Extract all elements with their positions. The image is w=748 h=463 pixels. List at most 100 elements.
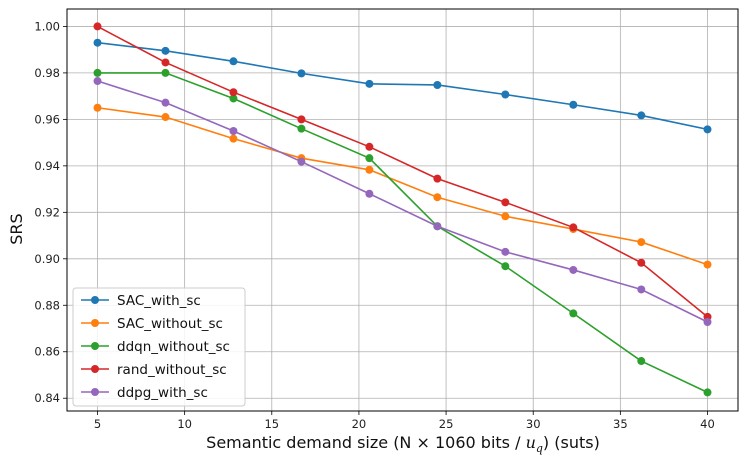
data-point-ddqn-without-sc [703, 388, 712, 397]
data-point-ddpg-with-sc [569, 265, 578, 274]
data-point-sac-with-sc [569, 100, 578, 109]
series-ddpg-with-sc [93, 77, 712, 327]
x-tick-label: 5 [94, 417, 101, 431]
data-point-ddpg-with-sc [501, 247, 510, 256]
legend-box [72, 287, 246, 407]
data-point-ddqn-without-sc [297, 124, 306, 133]
legend-item-sac-with-sc: SAC_with_sc [81, 293, 201, 309]
x-tick-label: 25 [439, 417, 454, 431]
y-axis: 0.84 0.86 0.88 0.90 0.92 0.94 0.96 0.98 1.00 [34, 19, 67, 405]
data-point-sac-with-sc [161, 46, 170, 55]
data-point-sac-with-sc [93, 38, 102, 47]
x-axis-label-main: Semantic demand size (N × 1060 bits / [206, 433, 525, 452]
y-tick-label: 0.88 [34, 298, 60, 312]
data-point-ddqn-without-sc [569, 309, 578, 318]
y-tick-label: 1.00 [34, 19, 60, 33]
y-tick-label: 0.84 [34, 391, 60, 405]
data-point-sac-without-sc [161, 113, 170, 122]
data-point-sac-without-sc [365, 165, 374, 174]
data-point-sac-without-sc [93, 103, 102, 112]
data-point-sac-with-sc [297, 69, 306, 78]
legend-label: SAC_without_sc [117, 316, 223, 332]
data-point-rand-without-sc [93, 22, 102, 31]
legend-item-rand-without-sc: rand_without_sc [81, 362, 227, 378]
x-axis-label: Semantic demand size (N × 1060 bits / uq… [206, 433, 600, 455]
legend-label: SAC_with_sc [117, 293, 201, 309]
data-point-sac-with-sc [433, 80, 442, 89]
data-point-ddqn-without-sc [501, 262, 510, 271]
data-point-rand-without-sc [637, 258, 646, 267]
y-axis-label: SRS [7, 213, 26, 244]
data-point-ddpg-with-sc [365, 189, 374, 198]
plot-frame [66, 8, 739, 412]
data-point-rand-without-sc [433, 174, 442, 183]
series-line-ddqn-without-sc [97, 72, 708, 394]
data-point-rand-without-sc [229, 88, 238, 97]
data-point-sac-without-sc [501, 212, 510, 221]
data-point-sac-with-sc [229, 57, 238, 66]
y-tick-label: 0.86 [34, 345, 60, 359]
data-point-rand-without-sc [569, 223, 578, 232]
x-tick-label: 35 [613, 417, 628, 431]
data-point-ddqn-without-sc [161, 68, 170, 77]
data-point-ddqn-without-sc [637, 357, 646, 366]
data-point-ddqn-without-sc [365, 154, 374, 163]
legend-marker [91, 365, 99, 373]
data-point-ddpg-with-sc [161, 98, 170, 107]
legend-label: ddqn_without_sc [117, 339, 230, 355]
data-point-sac-without-sc [229, 134, 238, 143]
x-axis: 5 10 15 20 25 30 35 40 [94, 411, 715, 431]
legend-marker [91, 388, 99, 396]
legend-marker [91, 342, 99, 350]
x-axis-label-math-sub: q [536, 442, 543, 455]
data-point-ddqn-without-sc [93, 68, 102, 77]
legend-marker [91, 319, 99, 327]
x-tick-label: 40 [700, 417, 715, 431]
data-point-sac-with-sc [501, 90, 510, 99]
data-point-ddpg-with-sc [297, 157, 306, 166]
x-tick-label: 10 [177, 417, 192, 431]
legend-label: rand_without_sc [117, 362, 227, 378]
data-point-sac-with-sc [365, 79, 374, 88]
series-group [93, 22, 712, 397]
x-axis-label-math: u [526, 433, 536, 452]
y-tick-label: 0.94 [34, 159, 60, 173]
y-tick-label: 0.92 [34, 205, 60, 219]
data-point-sac-without-sc [637, 238, 646, 247]
data-point-sac-without-sc [703, 260, 712, 269]
data-point-rand-without-sc [161, 58, 170, 67]
x-tick-label: 30 [526, 417, 541, 431]
y-tick-label: 0.96 [34, 112, 60, 126]
data-point-rand-without-sc [501, 198, 510, 207]
legend-marker [91, 296, 99, 304]
x-tick-label: 15 [264, 417, 279, 431]
x-axis-label-suffix: ) (suts) [543, 433, 600, 452]
series-sac-with-sc [93, 38, 712, 134]
y-tick-label: 0.98 [34, 66, 60, 80]
data-point-sac-without-sc [433, 193, 442, 202]
data-point-ddpg-with-sc [637, 285, 646, 294]
data-point-ddpg-with-sc [703, 318, 712, 327]
legend: SAC_with_sc SAC_without_sc ddqn_without_sc… [72, 287, 246, 407]
data-point-ddpg-with-sc [93, 77, 102, 86]
series-line-sac-with-sc [97, 41, 708, 131]
series-line-ddpg-with-sc [97, 80, 708, 323]
x-tick-label: 20 [352, 417, 367, 431]
data-point-sac-with-sc [703, 125, 712, 134]
data-point-sac-with-sc [637, 111, 646, 120]
series-line-sac-without-sc [97, 106, 708, 266]
series-line-rand-without-sc [97, 25, 709, 318]
legend-item-ddpg-with-sc: ddpg_with_sc [81, 385, 208, 401]
y-tick-label: 0.90 [34, 252, 60, 266]
data-point-ddqn-without-sc [229, 94, 238, 103]
series-rand-without-sc [93, 22, 712, 321]
data-point-rand-without-sc [365, 142, 374, 151]
series-ddqn-without-sc [93, 68, 712, 397]
legend-item-sac-without-sc: SAC_without_sc [81, 316, 223, 332]
data-point-ddpg-with-sc [229, 126, 238, 135]
data-point-ddpg-with-sc [433, 222, 442, 231]
series-sac-without-sc [93, 103, 712, 269]
legend-item-ddqn-without-sc: ddqn_without_sc [81, 339, 230, 355]
legend-label: ddpg_with_sc [117, 385, 208, 401]
